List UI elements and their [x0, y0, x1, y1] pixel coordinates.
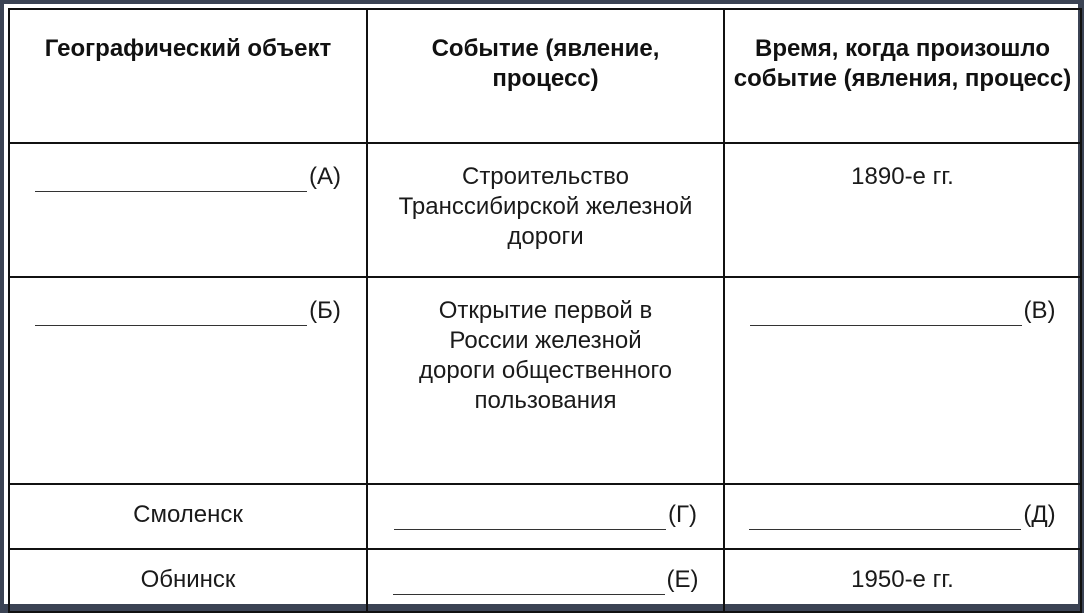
- geography-table: Географический объект Событие (явление, …: [8, 8, 1082, 613]
- cell-object: Смоленск: [8, 483, 368, 550]
- header-row: Географический объект Событие (явление, …: [8, 8, 1082, 144]
- cell-object[interactable]: (А): [8, 142, 368, 278]
- table-row: Обнинск (Е) 1950-е гг.: [8, 548, 1082, 613]
- header-time: Время, когда произошло событие (явления,…: [723, 8, 1082, 144]
- answer-blank[interactable]: [749, 507, 1022, 530]
- blank-label: (В): [1023, 297, 1056, 324]
- answer-blank[interactable]: [35, 303, 308, 326]
- blank-label: (Д): [1023, 501, 1056, 528]
- answer-blank[interactable]: [749, 303, 1022, 326]
- blank-label: (А): [309, 163, 341, 190]
- cell-time: 1950-е гг.: [723, 548, 1082, 613]
- cell-event[interactable]: (Е): [366, 548, 725, 613]
- blank-label: (Б): [309, 297, 341, 324]
- answer-blank[interactable]: [394, 507, 666, 530]
- cell-event[interactable]: (Г): [366, 483, 725, 550]
- header-event: Событие (явление, процесс): [366, 8, 725, 144]
- cell-object[interactable]: (Б): [8, 276, 368, 485]
- table-row: (Б) Открытие первой в России железной до…: [8, 276, 1082, 485]
- table-row: Смоленск (Г) (Д): [8, 483, 1082, 550]
- answer-blank[interactable]: [35, 169, 307, 192]
- document-page: Географический объект Событие (явление, …: [4, 4, 1082, 613]
- cell-time[interactable]: (В): [723, 276, 1082, 485]
- answer-blank[interactable]: [392, 572, 665, 595]
- event-text: Открытие первой в России железной дороги…: [418, 297, 673, 414]
- cell-event: Открытие первой в России железной дороги…: [366, 276, 725, 485]
- cell-event: Строительство Транссибирской железной до…: [366, 142, 725, 278]
- cell-time[interactable]: (Д): [723, 483, 1082, 550]
- cell-object: Обнинск: [8, 548, 368, 613]
- cell-time: 1890-е гг.: [723, 142, 1082, 278]
- header-object: Географический объект: [8, 8, 368, 144]
- table-row: (А) Строительство Транссибирской железно…: [8, 142, 1082, 278]
- blank-label: (Е): [666, 566, 699, 593]
- blank-label: (Г): [668, 501, 697, 528]
